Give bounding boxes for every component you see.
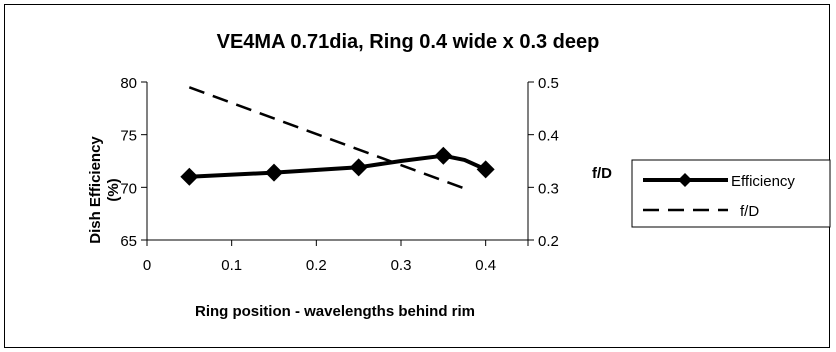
y-axis-right-title: f/D <box>592 165 612 182</box>
x-tick-label: 0.1 <box>221 257 242 274</box>
x-tick-label: 0 <box>143 257 151 274</box>
chart-title: VE4MA 0.71dia, Ring 0.4 wide x 0.3 deep <box>217 31 600 53</box>
y-right-tick-label: 0.5 <box>538 75 559 92</box>
y-right-tick-label: 0.2 <box>538 233 559 250</box>
legend-marker-efficiency <box>678 173 692 187</box>
legend-label-fd: f/D <box>740 203 759 220</box>
y-left-tick-label: 70 <box>120 180 137 197</box>
efficiency-point <box>265 163 283 182</box>
axes <box>146 82 529 241</box>
y-axis-left-title-line-2: (%) <box>105 178 122 201</box>
x-tick-label: 0.2 <box>306 257 327 274</box>
y-left-tick-label: 75 <box>120 128 137 145</box>
x-axis-title: Ring position - wavelengths behind rim <box>195 303 475 320</box>
efficiency-point <box>434 146 453 165</box>
y-right-tick-label: 0.3 <box>538 180 559 197</box>
y-left-tick-label: 80 <box>120 75 137 92</box>
efficiency-point <box>180 167 199 186</box>
efficiency-point <box>476 160 495 179</box>
y-left-tick-label: 65 <box>120 233 137 250</box>
legend-label-efficiency: Efficiency <box>731 173 795 190</box>
legend-box <box>631 159 831 228</box>
x-tick-label: 0.3 <box>391 257 412 274</box>
y-axis-left-title-line-1: Dish Efficiency <box>87 136 104 244</box>
series-layer <box>180 86 495 192</box>
y-right-tick-label: 0.4 <box>538 128 559 145</box>
y-axis-left-title: Dish Efficiency (%) <box>87 136 122 244</box>
x-tick-label: 0.4 <box>475 257 496 274</box>
legend: Efficiency f/D <box>631 159 831 228</box>
ticks: 0 0.1 0.2 0.3 0.4 65 70 75 80 0.2 0.3 0.4 0.5 <box>120 75 559 274</box>
efficiency-point <box>349 158 368 177</box>
